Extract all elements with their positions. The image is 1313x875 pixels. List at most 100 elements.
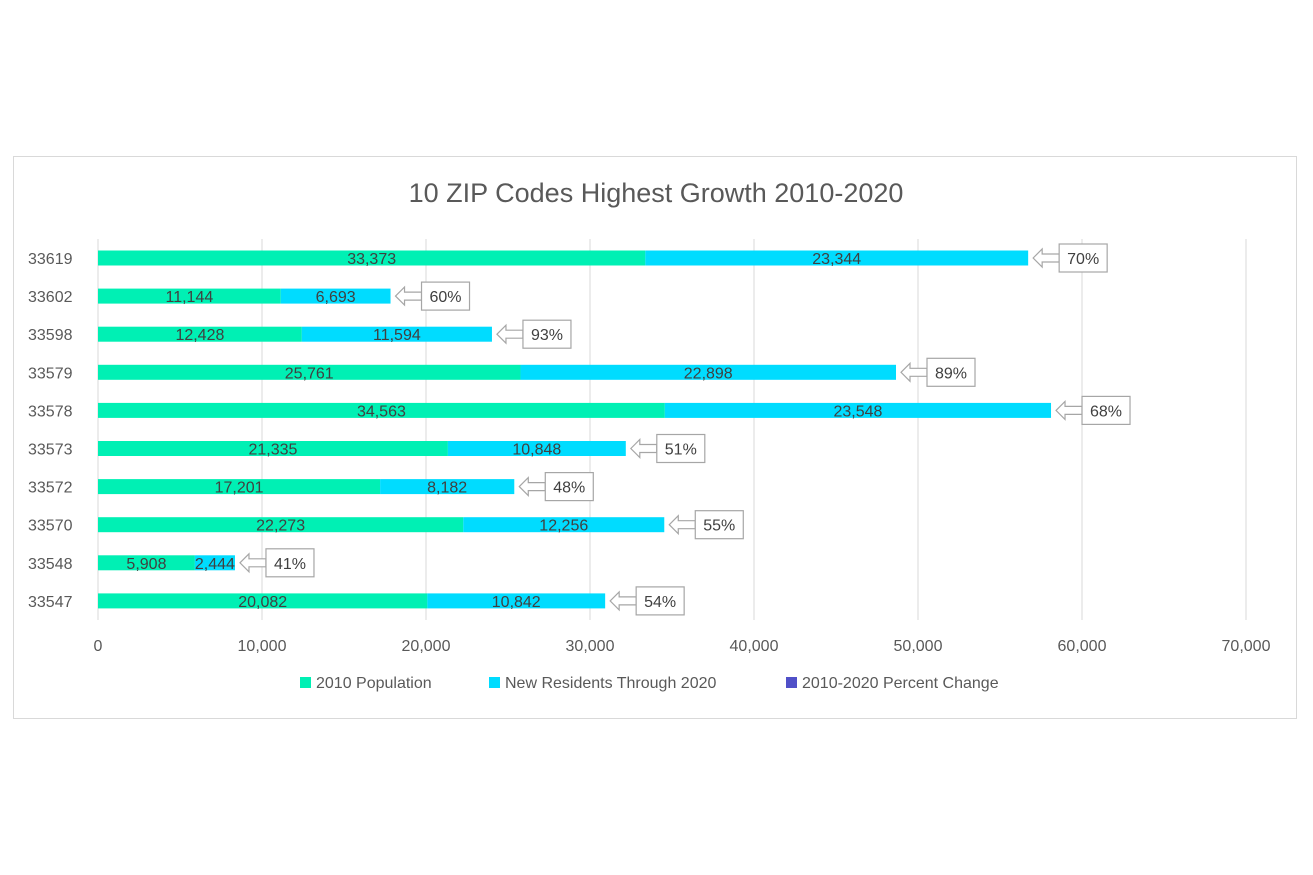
x-tick-label: 20,000 [402, 638, 451, 655]
x-tick-label: 60,000 [1058, 638, 1107, 655]
x-tick-label: 10,000 [238, 638, 287, 655]
bar-2010-population [98, 288, 281, 304]
y-category-label: 33598 [28, 327, 73, 344]
y-category-label: 33573 [28, 442, 73, 459]
data-label-2010-population: 20,082 [238, 594, 287, 611]
bar-2010-population [98, 250, 646, 266]
x-tick-label: 50,000 [894, 638, 943, 655]
bar-new-residents [520, 364, 897, 380]
percent-callout-box [522, 319, 572, 349]
percent-callout-arrow [629, 438, 658, 459]
data-label-new-residents: 6,693 [316, 289, 356, 306]
bar-2010-population [98, 326, 302, 342]
bar-2010-population [98, 517, 464, 533]
percent-change-label: 60% [430, 289, 462, 306]
bar-new-residents [380, 479, 515, 495]
data-label-new-residents: 11,594 [373, 327, 421, 344]
data-label-new-residents: 12,256 [539, 518, 588, 535]
y-category-label: 33619 [28, 251, 73, 268]
percent-callout-box [694, 510, 744, 540]
data-label-new-residents: 10,848 [512, 442, 561, 459]
data-label-2010-population: 21,335 [248, 442, 297, 459]
chart-title: 10 ZIP Codes Highest Growth 2010-2020 [409, 178, 904, 208]
percent-change-label: 68% [1090, 403, 1122, 420]
data-label-new-residents: 8,182 [427, 480, 467, 497]
percent-callout-arrow [1032, 247, 1060, 269]
percent-callout-arrow [496, 323, 524, 345]
bars [98, 250, 1052, 609]
percent-callout-box [1058, 243, 1108, 273]
data-label-2010-population: 22,273 [256, 518, 305, 535]
data-label-2010-population: 12,428 [175, 327, 224, 344]
bar-2010-population [98, 555, 195, 571]
bar-new-residents [463, 517, 665, 533]
y-category-label: 33602 [28, 289, 73, 306]
bar-new-residents [447, 441, 626, 456]
data-label-new-residents: 23,548 [833, 403, 882, 420]
bar-new-residents [427, 593, 606, 609]
bar-2010-population [98, 441, 448, 456]
x-tick-label: 70,000 [1222, 638, 1271, 655]
legend-swatch [300, 677, 311, 688]
percent-callout-box [635, 586, 685, 616]
data-label-new-residents: 23,344 [812, 251, 861, 268]
percent-change-label: 51% [665, 442, 697, 459]
y-category-label: 33548 [28, 556, 73, 573]
data-label-new-residents: 22,898 [684, 365, 733, 382]
data-label-new-residents: 10,842 [492, 594, 541, 611]
x-tick-label: 30,000 [566, 638, 615, 655]
bar-2010-population [98, 364, 521, 380]
percent-change-label: 41% [274, 556, 306, 573]
y-category-label: 33547 [28, 594, 73, 611]
legend-label: 2010 Population [316, 675, 432, 692]
percent-callout-box [656, 433, 706, 464]
percent-callout-box [926, 357, 976, 387]
x-tick-label: 0 [94, 638, 103, 655]
data-label-2010-population: 17,201 [215, 480, 264, 497]
y-category-label: 33579 [28, 365, 73, 382]
bar-new-residents [301, 326, 492, 342]
legend-label: 2010-2020 Percent Change [802, 675, 999, 692]
legend-label: New Residents Through 2020 [505, 675, 716, 692]
percent-callout-box [1081, 395, 1131, 425]
legend-swatch [489, 677, 500, 688]
y-category-label: 33570 [28, 518, 73, 535]
data-label-new-residents: 2,444 [195, 556, 235, 573]
data-labels: 33,373 23,344 70% 11,144 6,693 60% 12,428 11,59… [126, 243, 1131, 616]
bar-new-residents [280, 288, 391, 304]
percent-change-label: 54% [644, 594, 676, 611]
percent-callout-arrow [900, 361, 928, 383]
data-label-2010-population: 33,373 [347, 251, 396, 268]
data-label-2010-population: 25,761 [285, 365, 334, 382]
bar-2010-population [98, 593, 428, 609]
percent-change-label: 70% [1067, 251, 1099, 268]
bar-new-residents [664, 402, 1052, 418]
percent-change-label: 48% [553, 480, 585, 497]
percent-callout-box [265, 548, 315, 578]
percent-callout-box [544, 472, 594, 502]
percent-change-label: 55% [703, 518, 735, 535]
stacked-bar-chart: 10 ZIP Codes Highest Growth 2010-2020 33… [28, 178, 1271, 692]
percent-change-label: 89% [935, 365, 967, 382]
percent-callout-box [420, 281, 471, 311]
percent-callout-arrow [668, 514, 696, 536]
percent-callout-arrow [609, 590, 637, 612]
data-label-2010-population: 5,908 [126, 556, 166, 573]
percent-callout-arrow [394, 285, 423, 307]
bar-2010-population [98, 479, 381, 495]
y-category-label: 33578 [28, 403, 73, 420]
percent-callout-arrow [518, 476, 546, 498]
legend-swatch [786, 677, 797, 688]
x-tick-label: 40,000 [730, 638, 779, 655]
chart-frame: 10 ZIP Codes Highest Growth 2010-2020 33… [13, 156, 1297, 719]
axes: 0 10,000 20,000 30,000 40,000 50,000 60,000 70,… [28, 251, 1271, 655]
legend: 2010 Population New Residents Through 202… [300, 675, 999, 692]
data-label-2010-population: 34,563 [357, 403, 406, 420]
y-category-label: 33572 [28, 480, 73, 497]
bar-new-residents [645, 250, 1029, 266]
bar-new-residents [194, 555, 235, 571]
percent-change-label: 93% [531, 327, 563, 344]
bar-2010-population [98, 402, 665, 418]
data-label-2010-population: 11,144 [166, 289, 214, 306]
percent-callout-arrow [1055, 399, 1083, 421]
